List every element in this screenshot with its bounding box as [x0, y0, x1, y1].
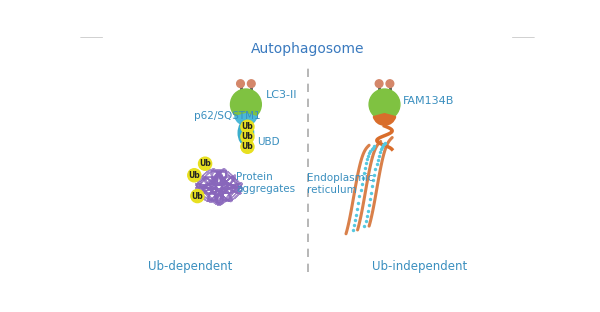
Circle shape — [386, 80, 394, 87]
Point — [356, 188, 365, 193]
Text: Ub: Ub — [242, 122, 253, 131]
Point — [365, 149, 375, 154]
Point — [359, 223, 369, 228]
Point — [358, 176, 368, 181]
Point — [368, 178, 378, 183]
Text: p62/SQSTM1: p62/SQSTM1 — [194, 111, 260, 121]
Text: Autophagosome: Autophagosome — [251, 42, 364, 56]
Point — [361, 161, 371, 166]
Point — [352, 212, 361, 217]
Text: Ub-dependent: Ub-dependent — [148, 260, 233, 273]
Point — [367, 147, 376, 152]
Point — [365, 196, 375, 201]
Text: Ub: Ub — [199, 159, 211, 168]
Circle shape — [375, 80, 383, 87]
Point — [353, 200, 363, 205]
Circle shape — [241, 120, 254, 133]
Circle shape — [191, 189, 204, 202]
Wedge shape — [235, 114, 257, 125]
Point — [362, 214, 371, 219]
Point — [367, 184, 377, 189]
Circle shape — [236, 80, 244, 87]
Point — [361, 219, 370, 224]
Text: FAM134B: FAM134B — [403, 95, 454, 105]
Circle shape — [199, 157, 212, 170]
Point — [370, 172, 379, 177]
Point — [374, 153, 383, 158]
Point — [377, 144, 387, 149]
Circle shape — [241, 140, 254, 153]
Point — [364, 154, 373, 158]
Point — [368, 145, 377, 150]
Point — [380, 140, 390, 145]
Point — [348, 227, 358, 232]
Point — [369, 144, 379, 149]
Circle shape — [247, 80, 255, 87]
Text: Ub: Ub — [242, 132, 253, 141]
Point — [378, 143, 388, 148]
Point — [373, 157, 382, 162]
Text: Ub: Ub — [188, 171, 200, 180]
Text: Ub: Ub — [242, 142, 253, 151]
Point — [350, 217, 360, 222]
Point — [363, 208, 373, 213]
Point — [376, 147, 386, 152]
Point — [355, 194, 364, 199]
Polygon shape — [80, 0, 535, 37]
Point — [364, 202, 374, 207]
Polygon shape — [103, 0, 512, 37]
Circle shape — [241, 130, 254, 143]
Point — [365, 151, 374, 156]
Point — [379, 141, 389, 146]
Text: Endoplasmic
reticulum: Endoplasmic reticulum — [308, 173, 374, 195]
Point — [349, 222, 359, 227]
Text: Ub-independent: Ub-independent — [371, 260, 467, 273]
Point — [362, 157, 372, 162]
Text: Protein
aggregates: Protein aggregates — [236, 172, 295, 194]
Point — [375, 150, 385, 155]
Text: Ub: Ub — [191, 192, 203, 201]
Text: LC3-II: LC3-II — [266, 90, 298, 100]
Point — [357, 182, 367, 187]
Circle shape — [369, 89, 400, 120]
Circle shape — [188, 169, 201, 182]
Point — [359, 170, 368, 175]
Ellipse shape — [238, 121, 254, 145]
Point — [366, 190, 376, 195]
Circle shape — [230, 89, 262, 120]
Point — [360, 165, 370, 170]
Point — [353, 206, 362, 211]
Wedge shape — [373, 114, 395, 125]
Point — [371, 167, 380, 172]
Point — [372, 162, 382, 167]
Text: UBD: UBD — [257, 137, 280, 147]
